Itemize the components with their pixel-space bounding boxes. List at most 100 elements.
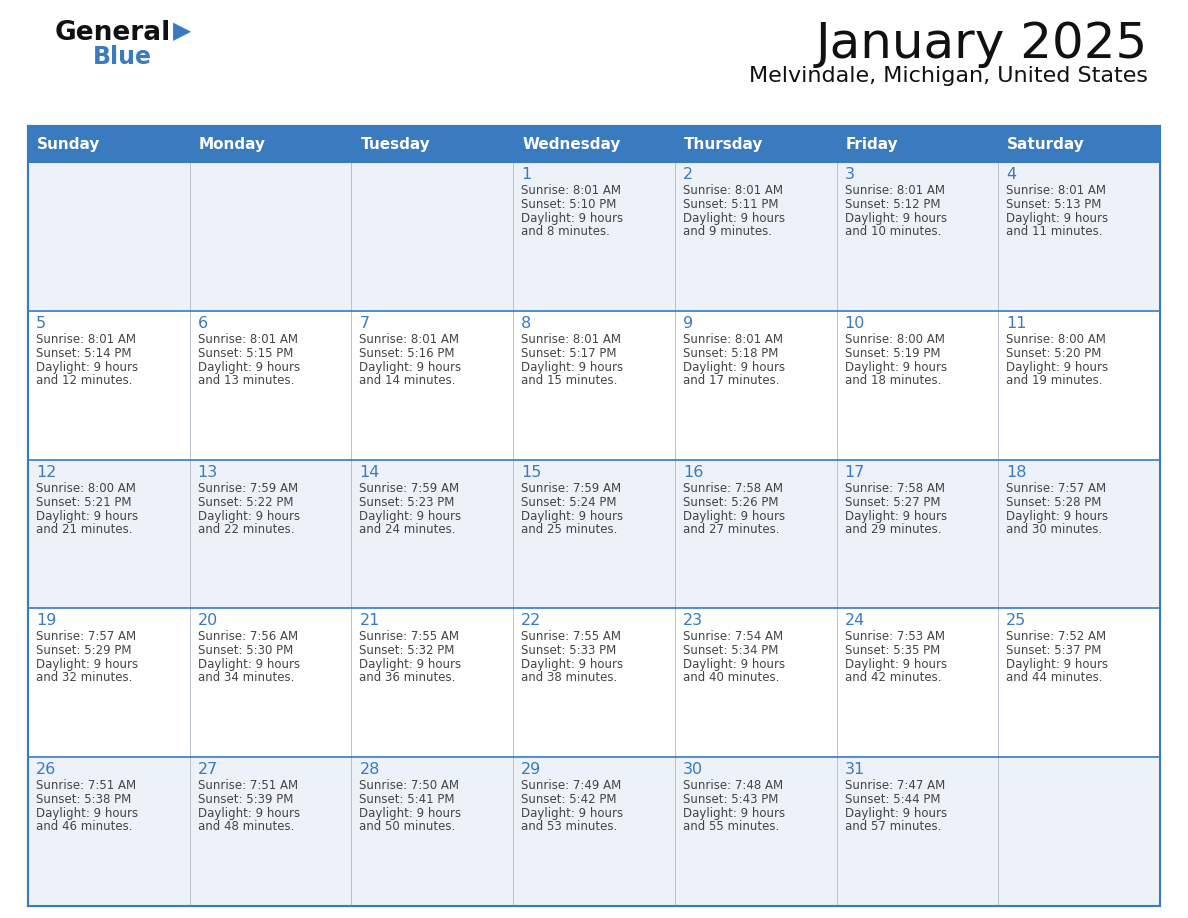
Text: Sunrise: 8:01 AM: Sunrise: 8:01 AM <box>1006 184 1106 197</box>
Text: 27: 27 <box>197 762 217 778</box>
Text: and 12 minutes.: and 12 minutes. <box>36 374 133 386</box>
Text: General: General <box>55 20 171 46</box>
Text: 5: 5 <box>36 316 46 330</box>
Text: Daylight: 9 hours: Daylight: 9 hours <box>360 807 462 820</box>
Text: 21: 21 <box>360 613 380 629</box>
Text: Sunset: 5:18 PM: Sunset: 5:18 PM <box>683 347 778 360</box>
Text: and 34 minutes.: and 34 minutes. <box>197 671 295 685</box>
Text: 6: 6 <box>197 316 208 330</box>
Text: ▶: ▶ <box>173 19 191 43</box>
Text: 11: 11 <box>1006 316 1026 330</box>
Text: Sunset: 5:12 PM: Sunset: 5:12 PM <box>845 198 940 211</box>
Text: Sunset: 5:32 PM: Sunset: 5:32 PM <box>360 644 455 657</box>
Text: and 48 minutes.: and 48 minutes. <box>197 820 295 834</box>
Text: Sunset: 5:11 PM: Sunset: 5:11 PM <box>683 198 778 211</box>
Text: Wednesday: Wednesday <box>523 137 620 151</box>
Text: 10: 10 <box>845 316 865 330</box>
Text: and 21 minutes.: and 21 minutes. <box>36 522 133 535</box>
Text: Sunset: 5:28 PM: Sunset: 5:28 PM <box>1006 496 1101 509</box>
Text: 4: 4 <box>1006 167 1017 182</box>
Text: 17: 17 <box>845 465 865 479</box>
Text: Sunrise: 8:00 AM: Sunrise: 8:00 AM <box>1006 333 1106 346</box>
Text: Sunset: 5:13 PM: Sunset: 5:13 PM <box>1006 198 1101 211</box>
Text: Sunset: 5:34 PM: Sunset: 5:34 PM <box>683 644 778 657</box>
Text: and 10 minutes.: and 10 minutes. <box>845 225 941 238</box>
Text: Sunset: 5:20 PM: Sunset: 5:20 PM <box>1006 347 1101 360</box>
Text: and 53 minutes.: and 53 minutes. <box>522 820 618 834</box>
Text: and 36 minutes.: and 36 minutes. <box>360 671 456 685</box>
Text: 1: 1 <box>522 167 531 182</box>
Bar <box>29 311 1159 460</box>
Text: Sunset: 5:35 PM: Sunset: 5:35 PM <box>845 644 940 657</box>
Text: 3: 3 <box>845 167 854 182</box>
Text: Sunrise: 7:49 AM: Sunrise: 7:49 AM <box>522 779 621 792</box>
Text: and 27 minutes.: and 27 minutes. <box>683 522 779 535</box>
Text: 30: 30 <box>683 762 703 778</box>
Text: and 57 minutes.: and 57 minutes. <box>845 820 941 834</box>
Text: Sunset: 5:33 PM: Sunset: 5:33 PM <box>522 644 617 657</box>
Text: Daylight: 9 hours: Daylight: 9 hours <box>1006 361 1108 374</box>
Text: 26: 26 <box>36 762 56 778</box>
Text: Sunset: 5:19 PM: Sunset: 5:19 PM <box>845 347 940 360</box>
Text: Sunrise: 8:01 AM: Sunrise: 8:01 AM <box>197 333 298 346</box>
Text: Daylight: 9 hours: Daylight: 9 hours <box>522 212 624 225</box>
Text: Daylight: 9 hours: Daylight: 9 hours <box>197 509 299 522</box>
Text: 19: 19 <box>36 613 56 629</box>
Text: Sunrise: 7:51 AM: Sunrise: 7:51 AM <box>197 779 298 792</box>
Text: Daylight: 9 hours: Daylight: 9 hours <box>845 361 947 374</box>
Text: and 24 minutes.: and 24 minutes. <box>360 522 456 535</box>
Text: Sunset: 5:21 PM: Sunset: 5:21 PM <box>36 496 132 509</box>
Text: Saturday: Saturday <box>1007 137 1085 151</box>
Text: and 38 minutes.: and 38 minutes. <box>522 671 618 685</box>
Text: Sunset: 5:27 PM: Sunset: 5:27 PM <box>845 496 940 509</box>
Text: and 8 minutes.: and 8 minutes. <box>522 225 609 238</box>
Text: Daylight: 9 hours: Daylight: 9 hours <box>845 212 947 225</box>
Text: Sunrise: 8:01 AM: Sunrise: 8:01 AM <box>845 184 944 197</box>
Text: and 14 minutes.: and 14 minutes. <box>360 374 456 386</box>
Bar <box>29 460 1159 609</box>
Text: Daylight: 9 hours: Daylight: 9 hours <box>522 509 624 522</box>
Text: 18: 18 <box>1006 465 1026 479</box>
Bar <box>29 162 1159 311</box>
Text: Daylight: 9 hours: Daylight: 9 hours <box>36 658 138 671</box>
Text: and 25 minutes.: and 25 minutes. <box>522 522 618 535</box>
Text: 9: 9 <box>683 316 693 330</box>
Text: and 11 minutes.: and 11 minutes. <box>1006 225 1102 238</box>
Text: and 32 minutes.: and 32 minutes. <box>36 671 132 685</box>
Text: Daylight: 9 hours: Daylight: 9 hours <box>360 658 462 671</box>
Text: Sunset: 5:39 PM: Sunset: 5:39 PM <box>197 793 293 806</box>
Text: Sunset: 5:14 PM: Sunset: 5:14 PM <box>36 347 132 360</box>
Text: Monday: Monday <box>198 137 266 151</box>
Text: Daylight: 9 hours: Daylight: 9 hours <box>683 509 785 522</box>
Text: Daylight: 9 hours: Daylight: 9 hours <box>197 658 299 671</box>
Text: Sunrise: 7:58 AM: Sunrise: 7:58 AM <box>845 482 944 495</box>
Text: 8: 8 <box>522 316 531 330</box>
Text: Sunrise: 8:01 AM: Sunrise: 8:01 AM <box>36 333 135 346</box>
Text: Daylight: 9 hours: Daylight: 9 hours <box>845 807 947 820</box>
Bar <box>29 609 1159 757</box>
Text: Sunrise: 7:47 AM: Sunrise: 7:47 AM <box>845 779 944 792</box>
Text: and 46 minutes.: and 46 minutes. <box>36 820 133 834</box>
Text: Sunset: 5:37 PM: Sunset: 5:37 PM <box>1006 644 1101 657</box>
Text: and 9 minutes.: and 9 minutes. <box>683 225 772 238</box>
Text: Sunset: 5:24 PM: Sunset: 5:24 PM <box>522 496 617 509</box>
Text: Sunset: 5:23 PM: Sunset: 5:23 PM <box>360 496 455 509</box>
Text: Sunset: 5:10 PM: Sunset: 5:10 PM <box>522 198 617 211</box>
Text: Sunrise: 7:50 AM: Sunrise: 7:50 AM <box>360 779 460 792</box>
Text: Sunrise: 8:01 AM: Sunrise: 8:01 AM <box>522 184 621 197</box>
Text: Sunset: 5:15 PM: Sunset: 5:15 PM <box>197 347 293 360</box>
Text: 2: 2 <box>683 167 693 182</box>
Text: Sunset: 5:38 PM: Sunset: 5:38 PM <box>36 793 131 806</box>
Bar <box>29 126 1159 162</box>
Text: and 18 minutes.: and 18 minutes. <box>845 374 941 386</box>
Text: Friday: Friday <box>846 137 898 151</box>
Text: Sunrise: 8:01 AM: Sunrise: 8:01 AM <box>522 333 621 346</box>
Text: Sunset: 5:30 PM: Sunset: 5:30 PM <box>197 644 293 657</box>
Text: and 19 minutes.: and 19 minutes. <box>1006 374 1102 386</box>
Text: and 15 minutes.: and 15 minutes. <box>522 374 618 386</box>
Text: and 44 minutes.: and 44 minutes. <box>1006 671 1102 685</box>
Text: Daylight: 9 hours: Daylight: 9 hours <box>1006 212 1108 225</box>
Text: and 55 minutes.: and 55 minutes. <box>683 820 779 834</box>
Text: Daylight: 9 hours: Daylight: 9 hours <box>36 361 138 374</box>
Text: Blue: Blue <box>93 45 152 69</box>
